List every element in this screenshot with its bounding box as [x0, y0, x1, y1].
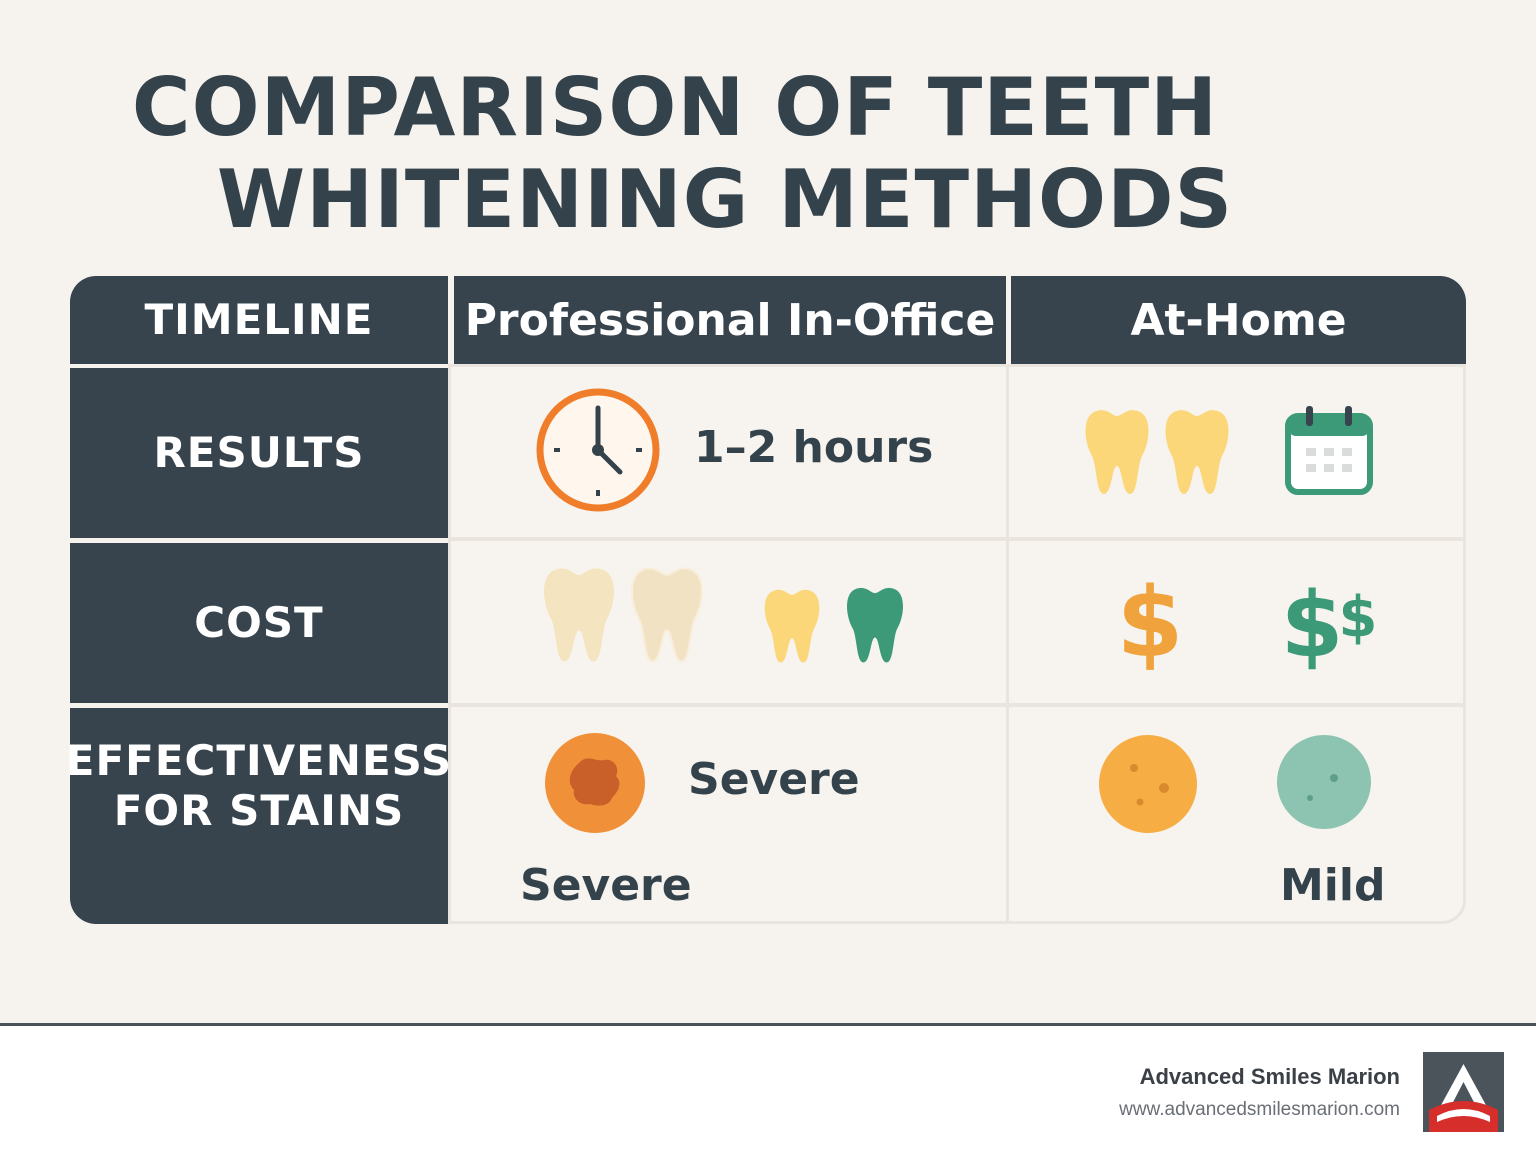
results-professional-text: 1–2 hours: [694, 422, 934, 473]
header-at-home-label: At-Home: [1130, 294, 1347, 346]
effectiveness-professional-text-bottom: Severe: [520, 860, 692, 911]
row-label-cost: COST: [70, 543, 448, 703]
header-at-home: At-Home: [1011, 276, 1466, 364]
stain-icon: [1099, 735, 1197, 833]
tooth-icon: [764, 589, 820, 663]
header-timeline-label: TIMELINE: [144, 295, 374, 344]
row-label-results-text: RESULTS: [153, 428, 365, 477]
svg-text:$: $: [1118, 568, 1182, 672]
header-timeline: TIMELINE: [70, 276, 448, 364]
svg-text:$: $: [1281, 573, 1344, 672]
brand-name: Advanced Smiles Marion: [1139, 1064, 1400, 1089]
header-professional-label: Professional In-Office: [464, 294, 996, 346]
row-label-effectiveness-line1: EFFECTIVENESS: [65, 736, 453, 785]
effectiveness-professional-text-top: Severe: [688, 754, 860, 805]
cell-results-at-home: [1006, 364, 1466, 540]
stain-icon: [1277, 735, 1371, 829]
cell-cost-at-home: [1006, 538, 1466, 706]
title-line-1: COMPARISON OF TEETH: [131, 61, 1219, 154]
stain-icon: [545, 733, 645, 833]
tooth-icon: [1165, 410, 1229, 494]
cell-effectiveness-at-home: [1006, 704, 1466, 924]
title-line-2: WHITENING METHODS: [216, 153, 1234, 246]
calendar-icon: [1285, 406, 1373, 495]
brand-url: www.advancedsmilesmarion.com: [1119, 1099, 1400, 1120]
tooth-icon: [1085, 410, 1149, 494]
row-label-results: RESULTS: [70, 368, 448, 538]
footer-divider: [0, 1023, 1536, 1026]
dollar-icon: $: [1118, 568, 1182, 672]
clock-icon: [536, 388, 660, 512]
svg-text:$: $: [1339, 585, 1378, 650]
cell-cost-professional: [448, 538, 1009, 706]
a-triangle-logo-icon: [1423, 1052, 1504, 1132]
cell-effectiveness-professional: [448, 704, 1009, 924]
tooth-icon: [630, 567, 704, 663]
tooth-icon: [544, 568, 614, 662]
tooth-icon: [847, 587, 903, 663]
comparison-table: TIMELINE Professional In-Office At-Home …: [66, 276, 1466, 924]
row-label-cost-text: COST: [194, 598, 324, 647]
row-label-effectiveness: EFFECTIVENESS FOR STAINS: [66, 708, 451, 924]
double-dollar-icon: $ $: [1281, 573, 1378, 672]
header-professional: Professional In-Office: [454, 276, 1006, 364]
page-title: COMPARISON OF TEETH WHITENING METHODS: [0, 62, 1350, 246]
footer: [0, 1026, 1536, 1154]
row-label-effectiveness-line2: FOR STAINS: [113, 786, 405, 835]
effectiveness-at-home-text: Mild: [1280, 860, 1386, 911]
